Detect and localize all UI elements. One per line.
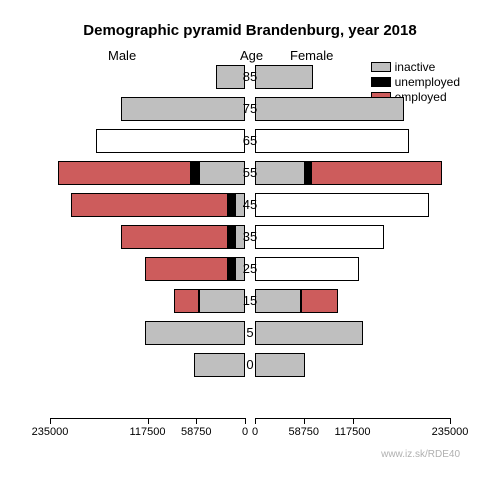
axis-tick [50,418,51,424]
male-employed-segment [145,257,228,281]
subtitle-male: Male [108,48,136,63]
axis-tick-label: 0 [242,426,248,438]
pyramid-row: 15 [50,289,450,313]
female-inactive-segment [255,321,363,345]
age-label: 15 [236,289,264,313]
female-total-outline [255,225,384,249]
pyramid-row: 75 [50,97,450,121]
male-unemployed-segment [228,225,235,249]
plot-area: 85 75 65 55 45 35 25 15 5 0 [50,65,450,417]
axis-tick [450,418,451,424]
age-label: 35 [236,225,264,249]
subtitle-female: Female [290,48,333,63]
female-total-outline [255,129,409,153]
age-label: 0 [236,353,264,377]
female-employed-segment [311,161,442,185]
chart-title: Demographic pyramid Brandenburg, year 20… [0,22,500,39]
pyramid-row: 45 [50,193,450,217]
pyramid-row: 65 [50,129,450,153]
axis-tick [196,418,197,424]
pyramid-row: 55 [50,161,450,185]
age-label: 65 [236,129,264,153]
axis-tick [304,418,305,424]
male-employed-segment [121,225,229,249]
male-unemployed-segment [191,161,199,185]
male-unemployed-segment [228,257,235,281]
male-inactive-segment [121,97,245,121]
axis-tick-label: 235000 [432,426,469,438]
subtitle-age: Age [240,48,263,63]
age-label: 85 [236,65,264,89]
pyramid-row: 0 [50,353,450,377]
axis-tick-label: 117500 [130,426,166,438]
pyramid-chart: Demographic pyramid Brandenburg, year 20… [0,0,500,500]
female-employed-segment [301,289,338,313]
age-label: 75 [236,97,264,121]
age-label: 25 [236,257,264,281]
pyramid-row: 35 [50,225,450,249]
watermark: www.iz.sk/RDE40 [381,449,460,460]
male-empty-segment [96,129,245,153]
female-total-outline [255,257,359,281]
pyramid-row: 85 [50,65,450,89]
axis-tick [255,418,256,424]
age-label: 5 [236,321,264,345]
x-axis: 005875058750117500117500235000235000 [50,418,450,468]
male-employed-segment [58,161,191,185]
axis-tick [353,418,354,424]
female-inactive-segment [255,97,404,121]
age-label: 45 [236,193,264,217]
axis-tick [148,418,149,424]
male-employed-segment [71,193,228,217]
male-employed-segment [174,289,199,313]
female-total-outline [255,193,429,217]
axis-tick-label: 235000 [32,426,69,438]
axis-tick [245,418,246,424]
axis-tick-label: 0 [252,426,258,438]
pyramid-row: 5 [50,321,450,345]
axis-tick-label: 58750 [288,426,319,438]
pyramid-row: 25 [50,257,450,281]
male-inactive-segment [145,321,245,345]
male-unemployed-segment [228,193,235,217]
axis-tick-label: 117500 [335,426,371,438]
age-label: 55 [236,161,264,185]
axis-tick-label: 58750 [181,426,212,438]
